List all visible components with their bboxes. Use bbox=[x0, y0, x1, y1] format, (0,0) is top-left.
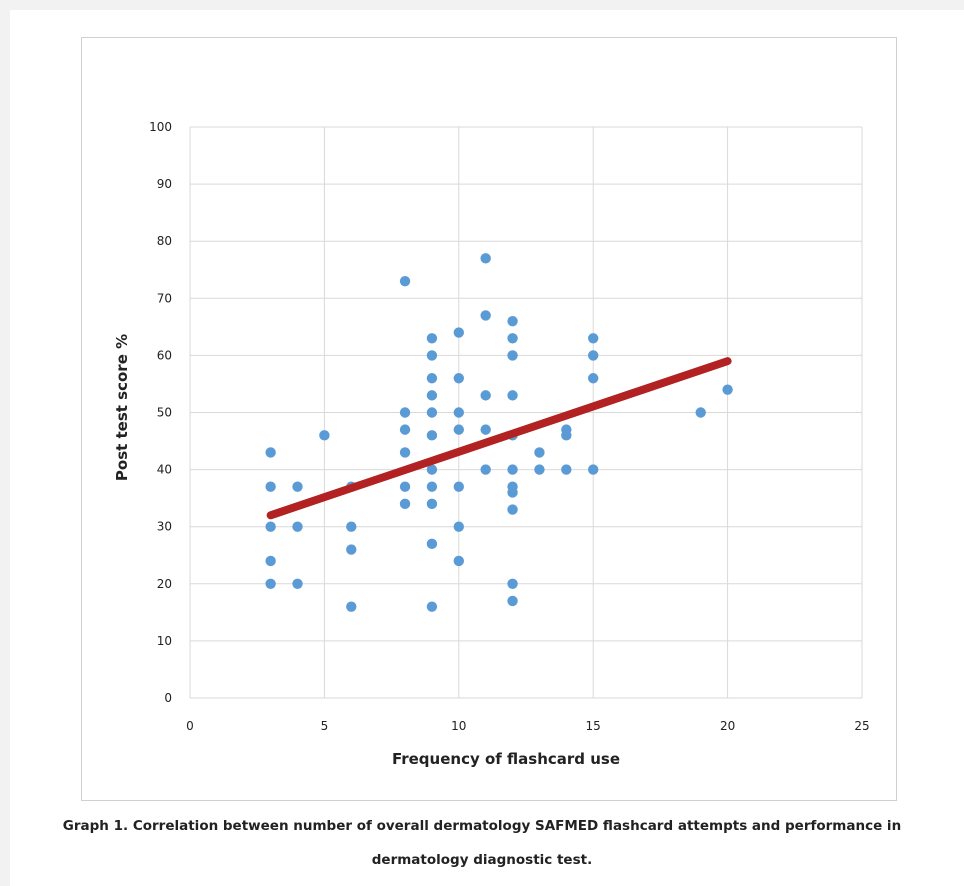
y-tick-label: 40 bbox=[157, 463, 172, 477]
data-point bbox=[507, 350, 518, 361]
data-point bbox=[346, 521, 357, 532]
data-point bbox=[399, 498, 411, 510]
data-point bbox=[722, 384, 733, 395]
data-point bbox=[480, 424, 491, 435]
data-point bbox=[426, 481, 438, 492]
data-point bbox=[399, 407, 411, 418]
data-point bbox=[534, 447, 545, 458]
data-point bbox=[426, 350, 438, 361]
data-point bbox=[426, 333, 438, 344]
y-tick-label: 70 bbox=[157, 291, 172, 305]
data-point bbox=[399, 447, 411, 458]
data-point bbox=[346, 601, 357, 612]
data-point bbox=[426, 407, 438, 418]
trendline bbox=[266, 357, 732, 520]
data-point bbox=[292, 481, 303, 492]
data-point bbox=[426, 390, 438, 401]
data-point bbox=[507, 464, 518, 475]
data-point bbox=[588, 350, 599, 361]
data-point bbox=[561, 430, 572, 441]
x-tick-label: 25 bbox=[854, 719, 869, 733]
data-point bbox=[480, 253, 491, 264]
data-point bbox=[399, 275, 411, 287]
x-tick-label: 15 bbox=[586, 719, 601, 733]
figure-caption-line-2: dermatology diagnostic test. bbox=[371, 852, 593, 868]
y-tick-label: 50 bbox=[157, 406, 172, 420]
y-tick-label: 30 bbox=[157, 520, 172, 534]
data-point bbox=[588, 373, 599, 384]
data-point bbox=[453, 327, 464, 338]
x-tick-label: 5 bbox=[321, 719, 329, 733]
data-point bbox=[453, 373, 464, 384]
data-point bbox=[453, 481, 464, 492]
data-point bbox=[426, 464, 438, 475]
figure-caption-line-1: Graph 1. Correlation between number of o… bbox=[62, 818, 902, 834]
data-point bbox=[265, 578, 276, 589]
data-point bbox=[480, 310, 491, 321]
data-point bbox=[453, 555, 464, 567]
data-point bbox=[265, 555, 276, 567]
data-point bbox=[695, 407, 706, 418]
data-point bbox=[480, 464, 491, 475]
data-point bbox=[507, 504, 518, 515]
data-point bbox=[265, 521, 276, 532]
x-tick-label: 10 bbox=[451, 719, 466, 733]
data-point bbox=[265, 447, 276, 458]
data-point bbox=[507, 578, 518, 589]
y-tick-label: 100 bbox=[149, 120, 172, 134]
y-tick-label: 0 bbox=[164, 691, 172, 705]
data-point bbox=[507, 487, 518, 498]
x-axis-title: Frequency of flashcard use bbox=[392, 750, 620, 768]
data-point bbox=[588, 333, 599, 344]
data-point bbox=[561, 464, 572, 475]
data-point bbox=[319, 430, 330, 441]
data-point bbox=[507, 333, 518, 344]
y-tick-label: 80 bbox=[157, 234, 172, 248]
scatter-chart: 0 5 10 15 20 25 0 10 20 30 40 50 60 70 80 90 100 Frequenc… bbox=[113, 120, 870, 768]
data-point bbox=[426, 538, 438, 550]
y-tick-label: 10 bbox=[157, 634, 172, 648]
data-point bbox=[265, 481, 276, 492]
chart-area: 0 5 10 15 20 25 0 10 20 30 40 50 60 70 80 90 100 Frequenc… bbox=[81, 37, 897, 801]
data-point bbox=[399, 424, 411, 435]
data-point bbox=[426, 601, 438, 612]
y-tick-label: 20 bbox=[157, 577, 172, 591]
data-point bbox=[588, 464, 599, 475]
data-point bbox=[453, 424, 464, 435]
x-tick-label: 20 bbox=[720, 719, 735, 733]
x-tick-label: 0 bbox=[186, 719, 194, 733]
data-point bbox=[453, 407, 464, 418]
data-point bbox=[426, 430, 438, 441]
data-point bbox=[507, 315, 518, 327]
data-point bbox=[292, 578, 303, 589]
y-tick-label: 90 bbox=[157, 177, 172, 191]
data-point bbox=[507, 390, 518, 401]
data-point bbox=[534, 464, 545, 475]
data-point bbox=[453, 521, 464, 532]
data-point bbox=[480, 390, 491, 401]
data-point bbox=[507, 595, 518, 607]
data-point bbox=[426, 373, 438, 384]
y-tick-label: 60 bbox=[157, 348, 172, 362]
data-point bbox=[426, 498, 438, 510]
data-point bbox=[346, 544, 357, 555]
data-point bbox=[399, 481, 411, 492]
data-point bbox=[292, 521, 303, 532]
y-axis-title: Post test score % bbox=[113, 334, 131, 481]
